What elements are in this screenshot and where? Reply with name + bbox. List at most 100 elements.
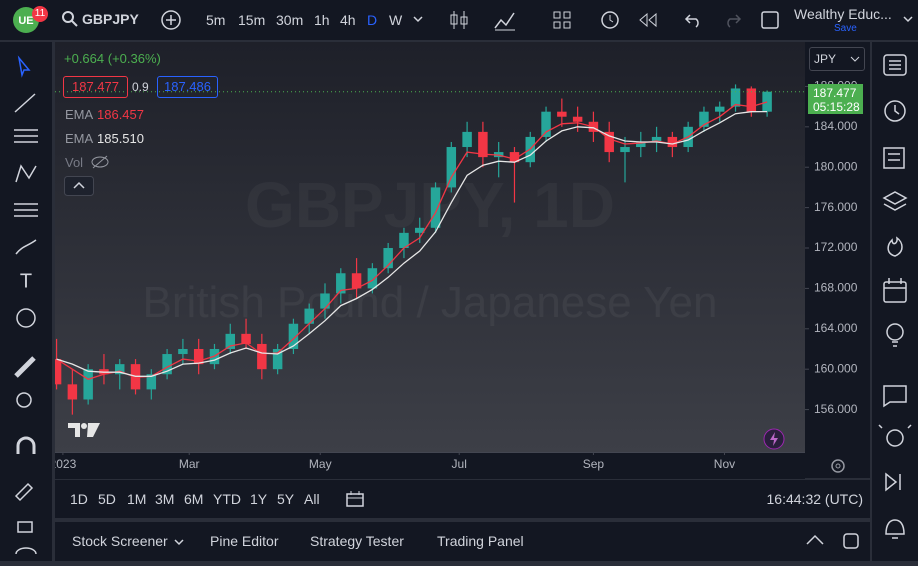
y-tick-label: 164.000 bbox=[814, 321, 858, 335]
y-tick-label: 184.000 bbox=[814, 119, 858, 133]
interval-button[interactable]: 15m bbox=[238, 12, 266, 28]
interval-button[interactable]: 1h bbox=[314, 12, 330, 28]
top-bar: UE 11 GBPJPY 5m 15m 30m 1h 4h D W Wealthy Educ… bbox=[0, 0, 918, 40]
ask-price[interactable]: 187.486 bbox=[157, 76, 218, 98]
hidden-icon[interactable] bbox=[90, 154, 110, 170]
symbol[interactable]: GBPJPY bbox=[82, 11, 139, 27]
candle-body bbox=[304, 308, 314, 324]
badge: 11 bbox=[34, 8, 46, 19]
range-button[interactable]: 6M bbox=[184, 491, 204, 507]
candle-body bbox=[620, 147, 630, 153]
range-button[interactable]: 1D bbox=[70, 491, 88, 507]
y-tick-label: 160.000 bbox=[814, 361, 858, 375]
candle-body bbox=[667, 136, 678, 148]
redo[interactable] bbox=[722, 11, 742, 29]
layout[interactable] bbox=[760, 10, 780, 30]
chevron[interactable] bbox=[173, 537, 185, 547]
range-button[interactable]: 5Y bbox=[277, 491, 295, 507]
indicator-name[interactable]: EMA bbox=[65, 107, 94, 122]
candle-body bbox=[272, 348, 283, 370]
candle-body bbox=[415, 227, 425, 233]
panel-tab[interactable]: Strategy Tester bbox=[310, 533, 404, 549]
time-scale bbox=[55, 452, 805, 479]
logo[interactable]: UE bbox=[10, 6, 50, 36]
candle-body bbox=[288, 323, 299, 349]
bid-price[interactable]: 187.477 bbox=[63, 76, 128, 98]
alert[interactable] bbox=[598, 8, 622, 32]
currency-select[interactable]: JPY bbox=[809, 47, 865, 71]
candle-body bbox=[509, 152, 520, 163]
candle-body bbox=[146, 374, 157, 390]
volume-label[interactable]: Vol bbox=[65, 155, 84, 170]
widget-icons[interactable] bbox=[872, 42, 918, 561]
indicator-name[interactable]: EMA bbox=[65, 131, 94, 146]
chevron[interactable] bbox=[902, 14, 914, 24]
interval-button[interactable]: 5m bbox=[206, 12, 226, 28]
search-icon[interactable] bbox=[62, 11, 78, 27]
maximize-panel[interactable] bbox=[841, 531, 861, 551]
collapse-legend[interactable] bbox=[64, 176, 94, 196]
range-button[interactable]: 5D bbox=[98, 491, 116, 507]
x-tick-label: Mar bbox=[179, 457, 200, 471]
chevron[interactable] bbox=[412, 14, 424, 24]
x-tick-label: May bbox=[309, 457, 332, 471]
candle-body bbox=[572, 116, 583, 122]
indicator-value: 186.457 bbox=[97, 107, 144, 122]
drawing-tools[interactable]: T bbox=[0, 42, 52, 561]
candle-body bbox=[651, 136, 662, 142]
add-symbol[interactable] bbox=[160, 9, 182, 31]
candle-body bbox=[541, 111, 551, 137]
range-button[interactable]: YTD bbox=[213, 491, 241, 507]
currency: JPY bbox=[814, 52, 837, 66]
replay[interactable] bbox=[638, 11, 658, 29]
undo[interactable] bbox=[684, 11, 704, 29]
lightning-icon[interactable] bbox=[763, 428, 785, 450]
watermark-description: British Pound / Japanese Yen bbox=[142, 278, 718, 327]
candle-body bbox=[462, 131, 472, 148]
templates[interactable] bbox=[552, 10, 572, 30]
y-tick-label: 168.000 bbox=[814, 281, 858, 295]
x-tick-label: Jul bbox=[452, 457, 467, 471]
indicators[interactable] bbox=[493, 9, 517, 31]
candle-body bbox=[178, 348, 188, 355]
candle-body bbox=[604, 131, 614, 153]
panel-tab[interactable]: Pine Editor bbox=[210, 533, 279, 549]
clock[interactable]: 16:44:32 (UTC) bbox=[766, 491, 863, 507]
collapse-panel[interactable] bbox=[805, 532, 825, 548]
bottom-panel: Stock Screener Pine Editor Strategy Tester… bbox=[55, 522, 870, 561]
candle-body bbox=[67, 384, 78, 400]
chart: 156.000 160.000 164.000 168.000 172.000 176.0… bbox=[55, 79, 858, 471]
x-tick-label: Sep bbox=[583, 457, 605, 471]
watermark-symbol: GBPJPY, 1D bbox=[55, 170, 805, 240]
candle-body bbox=[699, 111, 709, 127]
candle-body bbox=[478, 131, 488, 158]
candle-body bbox=[351, 273, 362, 289]
tv-logo[interactable] bbox=[66, 420, 102, 440]
y-tick-label: 180.000 bbox=[814, 159, 858, 173]
candle-body bbox=[730, 88, 741, 107]
candle-body bbox=[193, 348, 204, 365]
range-button[interactable]: 3M bbox=[155, 491, 175, 507]
candle-body bbox=[225, 333, 235, 349]
panel-tab[interactable]: Stock Screener bbox=[72, 533, 168, 549]
interval-button[interactable]: 4h bbox=[340, 12, 356, 28]
panel-tab[interactable]: Trading Panel bbox=[437, 533, 524, 549]
candle-body bbox=[746, 88, 757, 112]
candle-body bbox=[715, 106, 725, 112]
range-button[interactable]: 1M bbox=[127, 491, 147, 507]
interval-button[interactable]: W bbox=[389, 12, 403, 28]
save[interactable]: Save bbox=[834, 23, 857, 34]
settings-icon[interactable] bbox=[829, 457, 847, 475]
chart-background bbox=[55, 42, 805, 452]
chart-type[interactable] bbox=[448, 8, 470, 32]
range-button[interactable]: 1Y bbox=[250, 491, 268, 507]
candle-body bbox=[636, 141, 646, 148]
candle-body bbox=[336, 273, 346, 294]
interval-button[interactable]: D bbox=[367, 12, 378, 28]
left-toolbar: T bbox=[0, 42, 52, 561]
candle-body bbox=[162, 354, 172, 375]
range-button[interactable]: All bbox=[304, 491, 320, 507]
interval-button[interactable]: 30m bbox=[276, 12, 304, 28]
date-range-icon[interactable] bbox=[345, 490, 365, 508]
account-name[interactable]: Wealthy Educ... bbox=[794, 6, 892, 22]
